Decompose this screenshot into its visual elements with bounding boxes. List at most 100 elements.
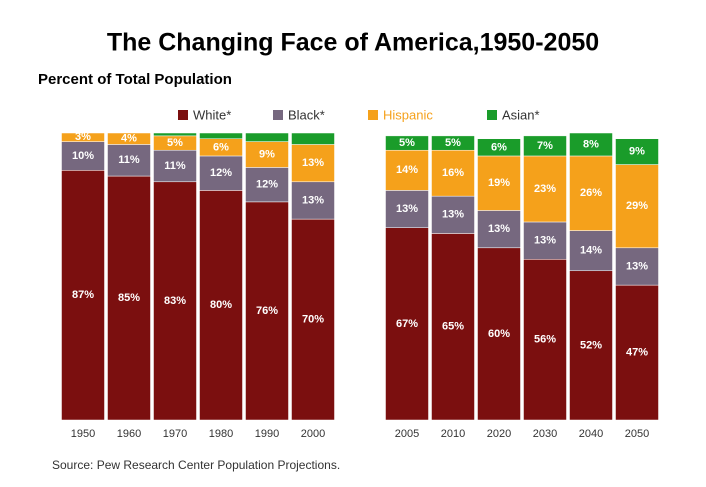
data-label: 47% bbox=[626, 346, 648, 358]
data-label: 80% bbox=[210, 299, 232, 311]
data-label: 5% bbox=[399, 137, 415, 149]
bar-segment bbox=[291, 144, 335, 183]
bar-segment bbox=[431, 135, 475, 151]
bar-segment bbox=[523, 259, 567, 421]
bar-segment bbox=[477, 247, 521, 421]
data-label: 76% bbox=[256, 305, 278, 317]
data-label: 13% bbox=[534, 235, 556, 247]
bar-segment bbox=[107, 132, 151, 145]
x-tick-label: 1990 bbox=[255, 428, 279, 440]
data-label: 12% bbox=[256, 179, 278, 191]
bar-segment bbox=[385, 190, 429, 228]
data-label: 6% bbox=[491, 141, 507, 153]
data-label: 11% bbox=[164, 160, 186, 172]
bar-segment bbox=[477, 210, 521, 249]
bar-segment bbox=[615, 247, 659, 286]
bar-segment bbox=[385, 149, 429, 191]
bar-segment bbox=[291, 218, 335, 421]
bar-segment bbox=[431, 233, 475, 421]
x-tick-label: 2000 bbox=[301, 428, 325, 440]
x-tick-label: 2010 bbox=[441, 428, 465, 440]
data-label: 13% bbox=[442, 209, 464, 221]
bar-segment bbox=[523, 135, 567, 157]
x-tick-label: 2020 bbox=[487, 428, 511, 440]
data-label: 13% bbox=[396, 203, 418, 215]
bar-segment bbox=[107, 175, 151, 421]
bar-segment bbox=[431, 195, 475, 234]
bar-segment bbox=[431, 149, 475, 197]
data-label: 5% bbox=[167, 137, 183, 149]
bar-segment bbox=[199, 132, 243, 139]
x-tick-label: 1950 bbox=[71, 428, 95, 440]
bar-segment bbox=[61, 132, 105, 142]
legend-label: Black* bbox=[288, 107, 325, 122]
data-label: 26% bbox=[580, 187, 602, 199]
bar-segment bbox=[153, 132, 197, 137]
x-tick-label: 1960 bbox=[117, 428, 141, 440]
bar-segment bbox=[199, 155, 243, 191]
data-label: 5% bbox=[445, 137, 461, 149]
data-label: 19% bbox=[488, 177, 510, 189]
data-label: 13% bbox=[626, 260, 648, 272]
data-label: 85% bbox=[118, 292, 140, 304]
bar-segment bbox=[61, 141, 105, 171]
data-label: 56% bbox=[534, 334, 556, 346]
legend-swatch bbox=[487, 110, 497, 120]
legend-swatch bbox=[178, 110, 188, 120]
bar-segment bbox=[615, 138, 659, 165]
data-label: 67% bbox=[396, 318, 418, 330]
data-label: 8% bbox=[583, 138, 599, 150]
legend-swatch bbox=[368, 110, 378, 120]
x-tick-label: 2040 bbox=[579, 428, 603, 440]
bar-segment bbox=[245, 201, 289, 421]
data-label: 52% bbox=[580, 339, 602, 351]
data-label: 6% bbox=[213, 141, 229, 153]
chart-title: The Changing Face of America,1950-2050 bbox=[107, 29, 599, 57]
bar-segment bbox=[385, 227, 429, 421]
bar-segment bbox=[107, 144, 151, 177]
data-label: 83% bbox=[164, 295, 186, 307]
x-tick-label: 1970 bbox=[163, 428, 187, 440]
bar-segment bbox=[199, 190, 243, 421]
data-label: 7% bbox=[537, 140, 553, 152]
x-tick-label: 2050 bbox=[625, 428, 649, 440]
bar-segment bbox=[291, 181, 335, 220]
data-label: 16% bbox=[442, 167, 464, 179]
data-label: 29% bbox=[626, 200, 648, 212]
bar-segment bbox=[385, 135, 429, 151]
legend-label: White* bbox=[193, 107, 231, 122]
bar-segment bbox=[615, 164, 659, 249]
bar-segment bbox=[477, 155, 521, 211]
data-label: 13% bbox=[488, 223, 510, 235]
data-label: 10% bbox=[72, 150, 94, 162]
bar-segment bbox=[291, 132, 335, 145]
data-label: 13% bbox=[302, 157, 324, 169]
data-label: 11% bbox=[118, 154, 140, 166]
bar-segment bbox=[569, 155, 613, 231]
legend-label: Hispanic bbox=[383, 107, 433, 122]
data-label: 14% bbox=[396, 164, 418, 176]
bar-segment bbox=[245, 167, 289, 203]
data-label: 87% bbox=[72, 289, 94, 301]
data-label: 13% bbox=[302, 194, 324, 206]
data-label: 3% bbox=[75, 131, 91, 143]
data-label: 60% bbox=[488, 328, 510, 340]
bar-segment bbox=[477, 138, 521, 157]
legend-label: Asian* bbox=[502, 107, 540, 122]
data-label: 12% bbox=[210, 167, 232, 179]
bar-segment bbox=[569, 132, 613, 157]
x-tick-label: 1980 bbox=[209, 428, 233, 440]
data-label: 14% bbox=[580, 245, 602, 257]
data-label: 70% bbox=[302, 313, 324, 325]
data-label: 65% bbox=[442, 321, 464, 333]
bar-segment bbox=[615, 284, 659, 421]
bar-segment bbox=[61, 170, 105, 421]
x-tick-label: 2005 bbox=[395, 428, 419, 440]
data-label: 9% bbox=[259, 148, 275, 160]
bar-segment bbox=[523, 155, 567, 223]
chart-subtitle: Percent of Total Population bbox=[38, 71, 232, 88]
bar-segment bbox=[245, 132, 289, 142]
bar-segment bbox=[245, 141, 289, 168]
data-label: 23% bbox=[534, 183, 556, 195]
